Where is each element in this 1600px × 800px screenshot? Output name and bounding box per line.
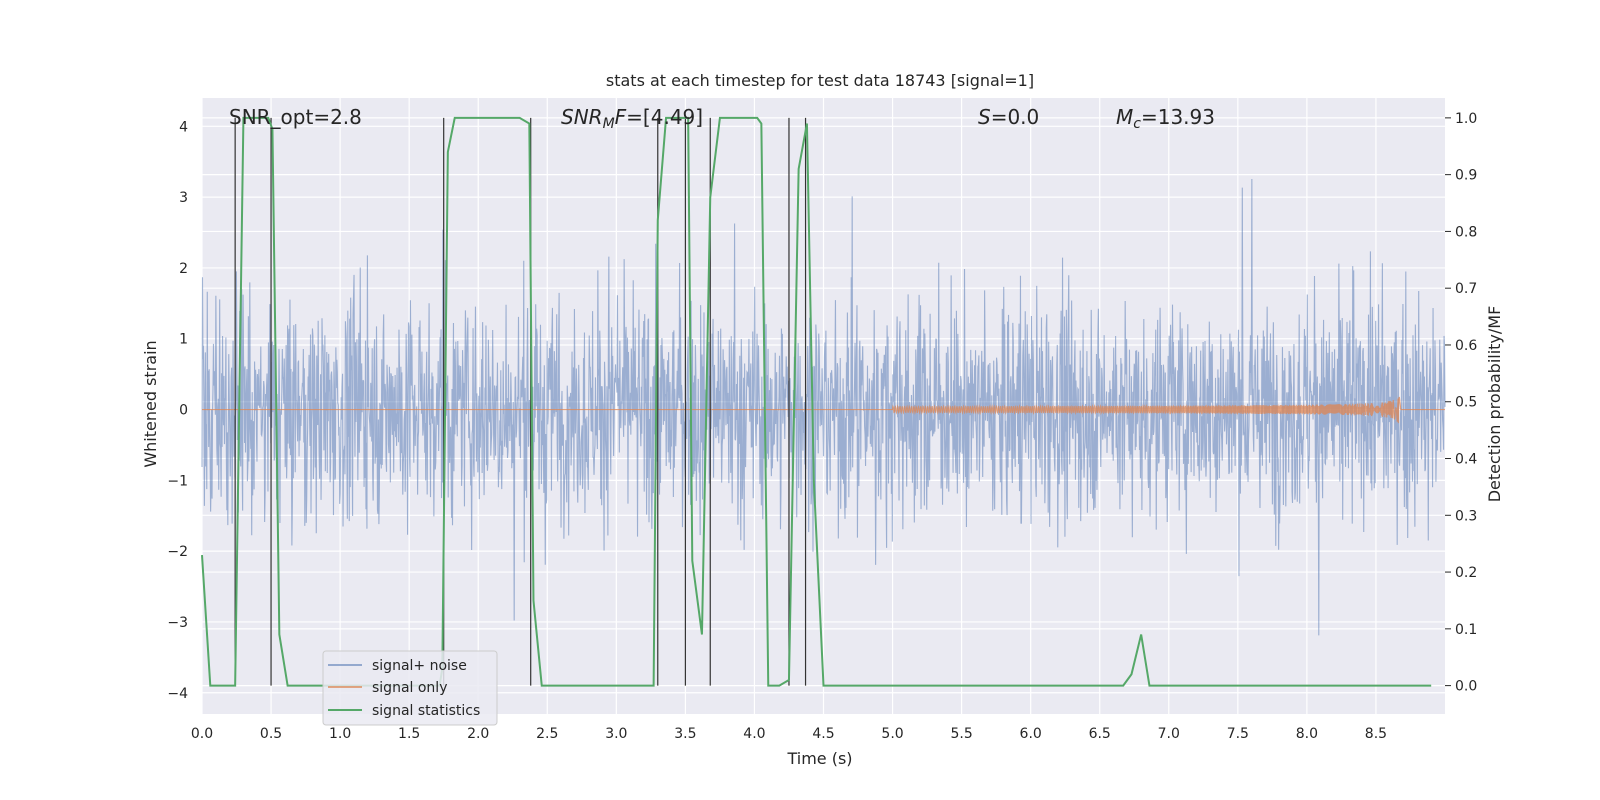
x-tick-label: 4.5: [812, 726, 834, 742]
y-tick-label-left: 4: [179, 119, 188, 135]
y-tick-label-left: 2: [179, 261, 188, 277]
signal-statistics-series: [201, 116, 1432, 687]
x-tick-label: 7.5: [1227, 726, 1249, 742]
plot-area: [201, 116, 1446, 687]
noise-trace: [201, 179, 1446, 636]
x-tick-label: 6.5: [1089, 726, 1111, 742]
legend-box: [322, 650, 498, 726]
x-tick-label: 5.0: [881, 726, 903, 742]
y-tick-label-left: −4: [167, 686, 188, 702]
y-tick-label-right: 0.3: [1455, 508, 1477, 524]
signal-only-series: [202, 396, 1445, 424]
x-tick-label: 1.0: [329, 726, 351, 742]
x-tick-label: 4.0: [743, 726, 765, 742]
y-tick-label-left: 0: [179, 403, 188, 419]
y-tick-label-right: 0.0: [1455, 679, 1477, 695]
x-tick-label: 8.5: [1365, 726, 1387, 742]
y-tick-label-right: 0.7: [1455, 281, 1477, 297]
x-tick-label: 0.0: [191, 726, 213, 742]
s-statistic-annotation: S=0.0: [978, 105, 1039, 129]
y-axis-left-ticks: −4 −3 −2 −1 0 1 2 3 4: [167, 119, 188, 701]
x-tick-label: 8.0: [1296, 726, 1318, 742]
y-axis-right-label: Detection probability/MF: [1485, 306, 1504, 503]
signal-noise-series: [201, 179, 1446, 636]
x-tick-label: 0.5: [260, 726, 282, 742]
y-tick-label-left: −3: [167, 615, 188, 631]
x-tick-label: 5.5: [950, 726, 972, 742]
y-tick-label-left: 3: [179, 190, 188, 206]
y-tick-label-right: 0.8: [1455, 224, 1477, 240]
y-tick-label-right: 1.0: [1455, 111, 1477, 127]
legend-label-stats: signal statistics: [372, 703, 480, 719]
signal-chirp: [202, 396, 1445, 424]
y-tick-label-left: 1: [179, 332, 188, 348]
x-tick-label: 3.0: [605, 726, 627, 742]
y-tick-label-right: 0.6: [1455, 338, 1477, 354]
x-tick-label: 2.0: [467, 726, 489, 742]
chirp-mass-annotation: Mc=13.93: [1116, 105, 1215, 132]
snr-mf-annotation: SNRMF=[4.49]: [561, 105, 703, 132]
signal-statistics-line: [201, 116, 1432, 687]
y-tick-label-right: 0.2: [1455, 565, 1477, 581]
y-tick-label-right: 0.4: [1455, 452, 1477, 468]
y-tick-label-right: 0.5: [1455, 395, 1477, 411]
snr-opt-annotation: SNR_opt=2.8: [229, 105, 362, 129]
y-tick-label-left: −2: [167, 544, 188, 560]
y-tick-label-left: −1: [167, 473, 188, 489]
x-tick-label: 6.0: [1020, 726, 1042, 742]
x-tick-label: 7.0: [1158, 726, 1180, 742]
y-axis-right-ticks: 0.0 0.1 0.2 0.3 0.4 0.5 0.6 0.7 0.8 0.9 1.0: [1445, 111, 1477, 695]
x-tick-label: 2.5: [536, 726, 558, 742]
y-tick-label-right: 0.1: [1455, 622, 1477, 638]
legend-label-noise: signal+ noise: [372, 658, 467, 674]
legend: signal+ noise signal only signal statist…: [322, 650, 498, 726]
y-axis-left-label: Whitened strain: [141, 340, 160, 467]
x-tick-label: 3.5: [674, 726, 696, 742]
chart-title: stats at each timestep for test data 187…: [606, 71, 1034, 90]
y-tick-label-right: 0.9: [1455, 168, 1477, 184]
x-tick-label: 1.5: [398, 726, 420, 742]
grid: [201, 98, 1445, 714]
x-axis-ticks: 0.0 0.5 1.0 1.5 2.0 2.5 3.0 3.5 4.0 4.5 5.0 5.5 6.0 6…: [191, 726, 1387, 742]
x-axis-label: Time (s): [786, 749, 852, 768]
legend-label-signal: signal only: [372, 680, 447, 696]
